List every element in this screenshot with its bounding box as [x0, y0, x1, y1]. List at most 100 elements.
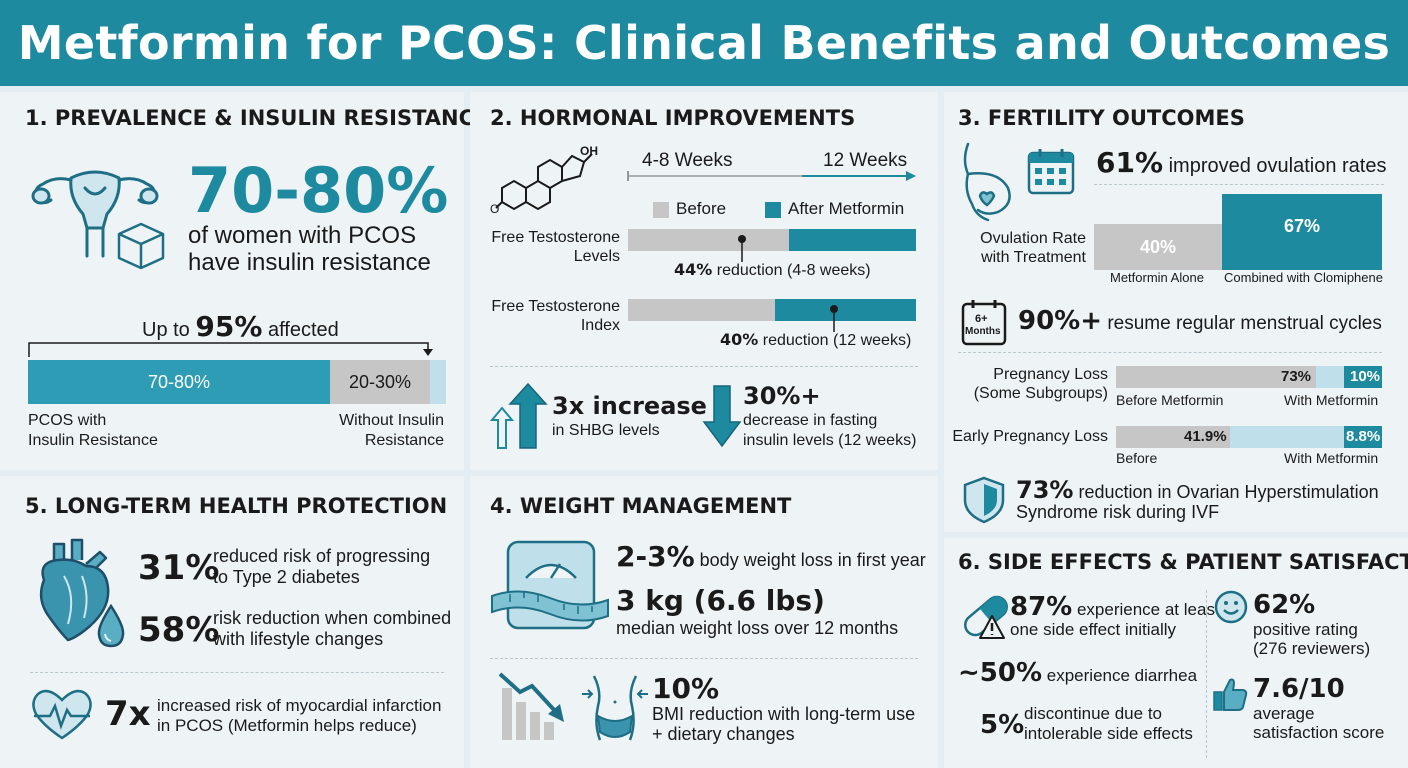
- ovulation-value: 61%: [1096, 146, 1164, 179]
- steroid-molecule-icon: [495, 153, 593, 211]
- row1-note-value: 44%: [674, 260, 713, 279]
- cycles-text: resume regular menstrual cycles: [1107, 313, 1382, 334]
- panel-fertility: 3. FERTILITY OUTCOMES 61% improved ovula…: [944, 92, 1408, 532]
- row1-label-1: Free Testosterone: [491, 229, 620, 246]
- diarrhea-line: ~50% experience diarrhea: [958, 658, 1197, 688]
- loss-label-1: Pregnancy Loss: [993, 366, 1108, 383]
- warning-icon: [979, 615, 1005, 639]
- row2-after-bar: [775, 299, 916, 321]
- discontinue-text-2: intolerable side effects: [1024, 724, 1193, 743]
- drop-icon: [97, 603, 125, 648]
- ovulation-line: 61% improved ovulation rates: [1096, 146, 1386, 179]
- row1-label-2: Levels: [573, 248, 620, 265]
- label-with-2: Insulin Resistance: [28, 432, 158, 449]
- row2-before-bar: [628, 299, 775, 321]
- se-value: 87%: [1010, 592, 1073, 622]
- score-text-1: average: [1253, 704, 1315, 723]
- bar-without-insulin-resistance: 20-30%: [330, 360, 430, 404]
- legend-after: After Metformin: [788, 199, 905, 218]
- row2-note-text: reduction (12 weeks): [762, 332, 912, 349]
- panel-long-term: 5. LONG-TERM HEALTH PROTECTION 31% reduc…: [0, 476, 464, 768]
- shbg-text: in SHBG levels: [552, 422, 660, 439]
- rate-combined-value: 67%: [1283, 216, 1321, 236]
- waist-icon: [582, 675, 648, 741]
- loss-with-bar: [1344, 366, 1382, 388]
- mi-text-1: increased risk of myocardial infarction: [157, 696, 442, 715]
- loss-line: 2-3% body weight loss in first year: [616, 540, 926, 573]
- bmi-text-2: + dietary changes: [652, 724, 795, 744]
- months-1: 6+: [975, 313, 988, 325]
- bar-without-label: 20-30%: [348, 371, 412, 392]
- cycles-line: 90%+ resume regular menstrual cycles: [1018, 306, 1382, 336]
- header-banner: Metformin for PCOS: Clinical Benefits an…: [0, 0, 1408, 86]
- divider: [1094, 184, 1384, 185]
- row2-note-value: 40%: [720, 330, 759, 349]
- months-2: Months: [965, 326, 1001, 337]
- divider: [490, 366, 918, 367]
- shield-icon: [963, 476, 1005, 524]
- divider: [30, 672, 444, 673]
- smiley-icon: [1214, 590, 1248, 624]
- pregnant-woman-icon: [963, 142, 1011, 222]
- label-with-1: PCOS with: [28, 412, 107, 429]
- uterus-icon: [31, 170, 159, 258]
- calendar-icon: [1027, 149, 1075, 195]
- positive-text-2: (276 reviewers): [1253, 639, 1371, 658]
- rate-combined-label: Combined with Clomiphene: [1224, 270, 1383, 285]
- loss-with-label: With Metformin: [1284, 392, 1379, 408]
- loss-before-value: 73%: [1281, 368, 1312, 385]
- ohss-text-2: Syndrome risk during IVF: [1016, 502, 1220, 522]
- early-with-value: 8.8%: [1346, 428, 1381, 445]
- upto-pre: Up to: [142, 319, 190, 341]
- row2-label-1: Free Testosterone: [491, 298, 620, 315]
- bar-with-insulin-resistance: 70-80%: [28, 360, 330, 404]
- diab-text-1: reduced risk of progressing: [213, 546, 431, 566]
- rate-alone-bar: 40%: [1094, 224, 1222, 270]
- calendar-months-icon: [961, 300, 1007, 346]
- loss-value: 2-3%: [616, 540, 695, 573]
- panel-title: 5. LONG-TERM HEALTH PROTECTION: [25, 494, 448, 518]
- ohss-line-1: 73% reduction in Ovarian Hyperstimulatio…: [1016, 476, 1379, 504]
- kg-value: 3 kg (6.6 lbs): [616, 584, 825, 617]
- divider: [490, 658, 918, 659]
- prevalence-stat: 70-80%: [188, 154, 449, 227]
- cycles-value: 90%+: [1018, 306, 1103, 336]
- cube-icon: [117, 222, 165, 270]
- row1-note: 44% reduction (4-8 weeks): [674, 260, 871, 280]
- loss-with-value: 10%: [1350, 368, 1381, 385]
- panel-side-effects: 6. SIDE EFFECTS & PATIENT SATISFACTION 8…: [944, 538, 1408, 768]
- legend-before-swatch: [653, 202, 669, 218]
- diab-text-2: to Type 2 diabetes: [213, 567, 360, 587]
- downtrend-chart-icon: [498, 672, 564, 740]
- arrow-down-icon: [702, 385, 742, 448]
- mi-text-2: in PCOS (Metformin helps reduce): [157, 716, 417, 735]
- diarrhea-value: ~50%: [958, 658, 1043, 688]
- bmi-value: 10%: [652, 672, 720, 705]
- panel-hormonal: 2. HORMONAL IMPROVEMENTS OH O 4-8 Weeks …: [470, 92, 938, 470]
- label-without-2: Resistance: [364, 432, 444, 449]
- discontinue-value: 5%: [980, 710, 1025, 740]
- row1-before-bar: [628, 229, 789, 251]
- se-text-1: experience at least: [1076, 600, 1220, 619]
- heartbeat-icon: [32, 689, 92, 740]
- arrow-up-icon: [489, 382, 548, 449]
- rate-combined-bar: 67%: [1222, 194, 1382, 270]
- mi-value: 7x: [105, 694, 151, 734]
- page-title: Metformin for PCOS: Clinical Benefits an…: [17, 16, 1391, 70]
- o-label: O: [490, 202, 500, 216]
- label-without-1: Without Insulin: [339, 412, 444, 429]
- insulin-text-1: decrease in fasting: [743, 412, 878, 429]
- diarrhea-text: experience diarrhea: [1046, 666, 1198, 685]
- life-value: 58%: [138, 610, 220, 650]
- panel-title: 1. PREVALENCE & INSULIN RESISTANCE: [25, 106, 489, 130]
- ohss-value: 73%: [1016, 476, 1074, 504]
- rate-alone-label: Metformin Alone: [1110, 270, 1204, 285]
- row2-marker: [830, 305, 838, 332]
- loss-text: body weight loss in first year: [699, 550, 926, 570]
- upto-post: affected: [267, 319, 339, 341]
- score-text-2: satisfaction score: [1253, 723, 1385, 742]
- timeline-end: 12 Weeks: [823, 150, 908, 171]
- loss-before-bar: [1116, 366, 1316, 388]
- positive-value: 62%: [1253, 590, 1316, 620]
- row2-note: 40% reduction (12 weeks): [720, 330, 911, 350]
